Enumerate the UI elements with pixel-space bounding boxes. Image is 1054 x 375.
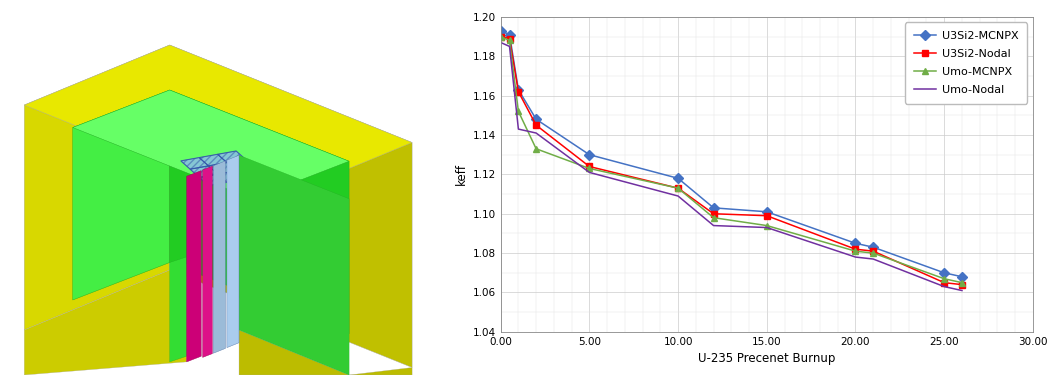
Polygon shape	[236, 168, 264, 179]
Umo-MCNPX	[583, 166, 596, 171]
Umo-MCNPX	[530, 147, 543, 151]
Umo-MCNPX	[938, 276, 951, 281]
U3Si2-Nodal	[512, 89, 525, 94]
Polygon shape	[190, 166, 218, 177]
U3Si2-MCNPX	[494, 28, 507, 33]
U3Si2-Nodal	[583, 164, 596, 169]
Umo-Nodal	[503, 44, 515, 49]
Umo-Nodal	[850, 255, 862, 259]
Polygon shape	[227, 155, 239, 348]
U3Si2-Nodal	[671, 186, 684, 190]
Polygon shape	[202, 166, 212, 357]
Umo-MCNPX	[512, 109, 525, 114]
U3Si2-Nodal	[530, 123, 543, 128]
U3Si2-MCNPX	[956, 274, 969, 279]
Polygon shape	[227, 159, 255, 171]
Umo-MCNPX	[956, 280, 969, 285]
Umo-Nodal	[866, 257, 879, 261]
Umo-Nodal	[761, 225, 774, 230]
Umo-MCNPX	[671, 186, 684, 190]
Umo-Nodal	[938, 284, 951, 289]
U3Si2-Nodal	[761, 213, 774, 218]
Umo-MCNPX	[761, 223, 774, 228]
Umo-MCNPX	[866, 251, 879, 255]
Line: Umo-Nodal: Umo-Nodal	[501, 42, 962, 291]
Umo-Nodal	[583, 170, 596, 175]
Polygon shape	[199, 174, 227, 186]
Umo-Nodal	[530, 131, 543, 135]
U3Si2-MCNPX	[583, 153, 596, 157]
Polygon shape	[73, 90, 349, 199]
Line: U3Si2-Nodal: U3Si2-Nodal	[497, 33, 965, 288]
Polygon shape	[24, 45, 412, 203]
Umo-Nodal	[707, 223, 720, 228]
U3Si2-MCNPX	[512, 87, 525, 92]
U3Si2-Nodal	[850, 247, 862, 251]
Umo-MCNPX	[850, 249, 862, 254]
Polygon shape	[73, 90, 170, 300]
U3Si2-MCNPX	[761, 210, 774, 214]
Polygon shape	[181, 158, 209, 169]
U3Si2-MCNPX	[503, 32, 515, 37]
U3Si2-MCNPX	[671, 176, 684, 180]
Y-axis label: keff: keff	[455, 164, 468, 185]
X-axis label: U-235 Precenet Burnup: U-235 Precenet Burnup	[698, 352, 836, 365]
U3Si2-Nodal	[494, 34, 507, 39]
U3Si2-Nodal	[956, 282, 969, 287]
U3Si2-Nodal	[938, 280, 951, 285]
U3Si2-Nodal	[707, 211, 720, 216]
U3Si2-MCNPX	[707, 206, 720, 210]
Polygon shape	[187, 171, 201, 362]
Polygon shape	[170, 45, 412, 368]
Umo-MCNPX	[707, 215, 720, 220]
Polygon shape	[213, 161, 226, 353]
Polygon shape	[24, 45, 170, 330]
Legend: U3Si2-MCNPX, U3Si2-Nodal, Umo-MCNPX, Umo-Nodal: U3Si2-MCNPX, U3Si2-Nodal, Umo-MCNPX, Umo…	[905, 22, 1028, 104]
Umo-Nodal	[512, 127, 525, 131]
Umo-MCNPX	[503, 38, 515, 43]
Umo-Nodal	[956, 288, 969, 293]
Polygon shape	[239, 155, 349, 375]
Polygon shape	[218, 171, 246, 182]
U3Si2-MCNPX	[530, 117, 543, 122]
Umo-MCNPX	[494, 34, 507, 39]
U3Si2-Nodal	[503, 36, 515, 41]
Polygon shape	[24, 264, 187, 375]
Line: Umo-MCNPX: Umo-MCNPX	[497, 33, 965, 286]
U3Si2-MCNPX	[850, 241, 862, 246]
Umo-Nodal	[671, 194, 684, 198]
Polygon shape	[199, 154, 227, 166]
U3Si2-MCNPX	[866, 245, 879, 249]
Polygon shape	[170, 90, 349, 334]
Polygon shape	[218, 151, 246, 162]
Umo-Nodal	[494, 40, 507, 45]
Polygon shape	[170, 257, 187, 362]
Polygon shape	[209, 162, 236, 174]
Line: U3Si2-MCNPX: U3Si2-MCNPX	[497, 27, 965, 280]
U3Si2-MCNPX	[938, 270, 951, 275]
Polygon shape	[239, 330, 412, 375]
U3Si2-Nodal	[866, 249, 879, 254]
